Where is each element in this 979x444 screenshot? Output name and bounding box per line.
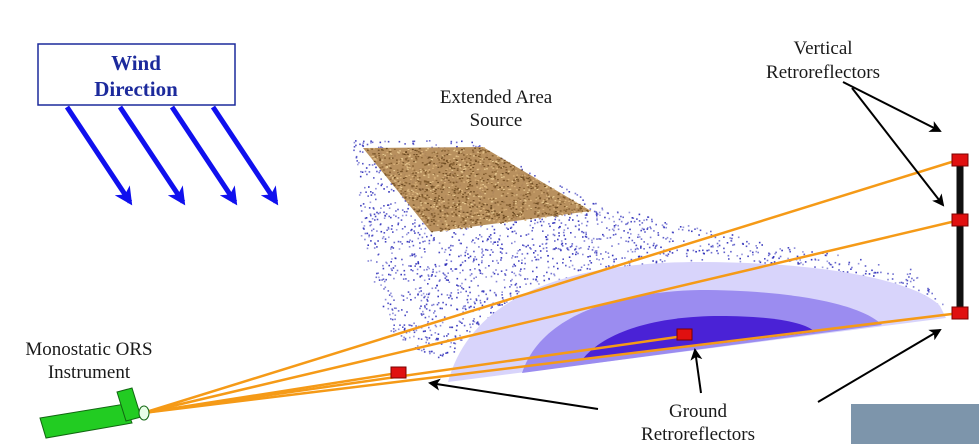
plume-inner-contour bbox=[582, 316, 815, 360]
ground-retroreflector-far bbox=[676, 328, 693, 341]
wind-arrow-icon bbox=[117, 105, 186, 206]
instrument-label-1: Monostatic ORS bbox=[25, 339, 152, 360]
wind-label-line2: Direction bbox=[94, 77, 178, 101]
monostatic-instrument-icon bbox=[39, 387, 150, 439]
instrument-label-2: Instrument bbox=[48, 362, 131, 383]
vertical-retroreflector-bottom bbox=[951, 306, 969, 320]
optical-beam-paths bbox=[142, 158, 961, 415]
wind-direction-box bbox=[37, 43, 236, 106]
pointer-arrow-icon bbox=[817, 328, 942, 403]
area-source-texture bbox=[367, 147, 591, 233]
corner-thumbnail bbox=[851, 404, 979, 444]
wind-arrow-icon bbox=[64, 105, 133, 206]
area-source-label-2: Source bbox=[470, 110, 523, 131]
wind-arrows bbox=[64, 105, 279, 206]
pointer-arrow-icon bbox=[851, 87, 945, 207]
retroreflectors bbox=[390, 153, 969, 379]
vertical-retroreflector-middle bbox=[951, 213, 969, 227]
pointer-arrow-icon bbox=[690, 348, 703, 394]
vertical-retro-label-2: Retroreflectors bbox=[766, 62, 880, 83]
beam-middle bbox=[142, 218, 961, 415]
vertical-retro-label-1: Vertical bbox=[793, 38, 852, 59]
ground-retro-label-1: Ground bbox=[669, 401, 728, 422]
wind-arrow-icon bbox=[210, 105, 279, 206]
pointer-arrow-icon bbox=[428, 378, 599, 410]
beam-ground-far bbox=[142, 334, 685, 415]
beam-bottom bbox=[142, 311, 961, 415]
area-source-label-1: Extended Area bbox=[440, 87, 553, 108]
wind-arrow-icon bbox=[169, 105, 238, 206]
vertical-retroreflector-top bbox=[951, 153, 969, 167]
pointer-arrows bbox=[428, 81, 945, 410]
pointer-arrow-icon bbox=[842, 81, 942, 132]
beam-top bbox=[142, 158, 959, 415]
ground-retroreflector-near bbox=[390, 366, 407, 379]
wind-label-line1: Wind bbox=[111, 51, 161, 75]
ground-retro-label-2: Retroreflectors bbox=[641, 424, 755, 444]
